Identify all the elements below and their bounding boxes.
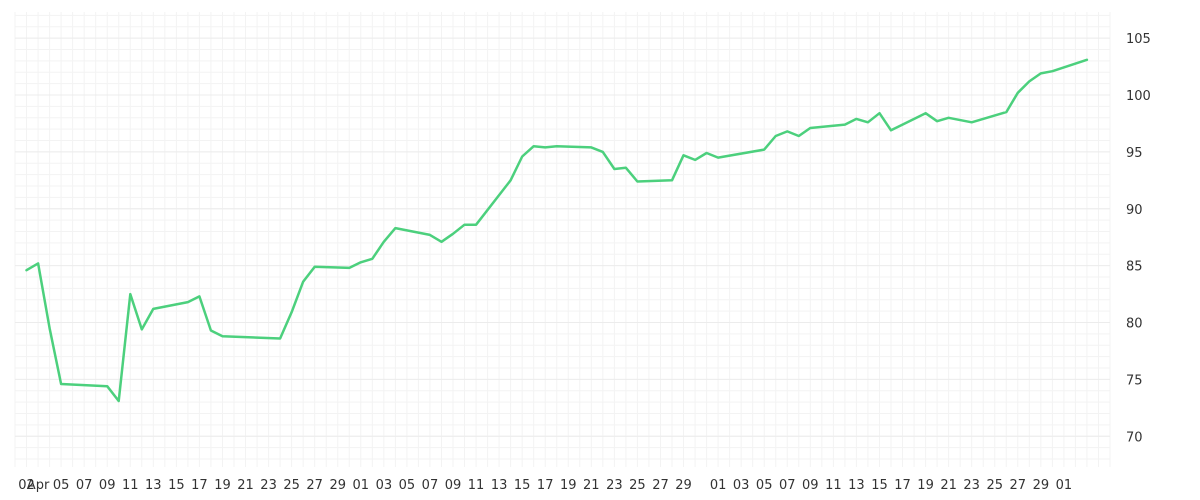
x-tick-label: 11 <box>825 478 842 493</box>
x-tick-label: 29 <box>1033 478 1050 493</box>
x-tick-label: 21 <box>583 478 600 493</box>
x-tick-label: 17 <box>894 478 911 493</box>
x-tick-label: 05 <box>53 478 70 493</box>
y-tick-label: 80 <box>1126 317 1143 332</box>
y-tick-label: 95 <box>1126 146 1143 161</box>
x-tick-label: 21 <box>237 478 254 493</box>
x-tick-label: 01 <box>353 478 370 493</box>
x-tick-label: 13 <box>491 478 508 493</box>
x-tick-label: 15 <box>871 478 888 493</box>
x-tick-label: 11 <box>122 478 139 493</box>
y-tick-label: 70 <box>1126 430 1143 445</box>
x-tick-label: 07 <box>76 478 93 493</box>
x-tick-label: 09 <box>99 478 116 493</box>
x-tick-label: 27 <box>1010 478 1027 493</box>
x-tick-label: 23 <box>260 478 277 493</box>
x-tick-label: 05 <box>399 478 416 493</box>
y-tick-label: 100 <box>1126 89 1151 104</box>
x-tick-label: 25 <box>986 478 1003 493</box>
x-tick-label: 07 <box>422 478 439 493</box>
major-grid <box>15 37 1110 437</box>
x-tick-label: 23 <box>606 478 623 493</box>
x-tick-label: 15 <box>168 478 185 493</box>
y-tick-label: 90 <box>1126 203 1143 218</box>
x-tick-label: 29 <box>329 478 346 493</box>
minor-grid <box>14 12 1111 467</box>
x-tick-label: 17 <box>191 478 208 493</box>
x-tick-label: 25 <box>283 478 300 493</box>
x-tick-label: 21 <box>940 478 957 493</box>
series-layer <box>25 58 1089 403</box>
y-tick-label: 85 <box>1126 260 1143 275</box>
x-tick-label: 27 <box>652 478 669 493</box>
x-tick-label: 27 <box>306 478 323 493</box>
x-tick-label: 09 <box>445 478 462 493</box>
y-axis: 70 75 80 85 90 95 100 105 <box>1126 32 1151 445</box>
x-tick-label: 11 <box>468 478 485 493</box>
x-tick-label: 25 <box>629 478 646 493</box>
series-line <box>25 58 1089 403</box>
x-tick-label: 13 <box>145 478 162 493</box>
x-tick-label: 01 <box>710 478 727 493</box>
y-tick-label: 105 <box>1126 32 1151 47</box>
x-tick-label: 29 <box>675 478 692 493</box>
x-tick-label: 19 <box>214 478 231 493</box>
x-tick-label: 01 <box>1056 478 1073 493</box>
x-tick-label: 02 <box>18 478 35 493</box>
x-tick-label: 17 <box>537 478 554 493</box>
x-tick-label: 19 <box>917 478 934 493</box>
x-tick-label: 13 <box>848 478 865 493</box>
x-tick-label: 03 <box>376 478 393 493</box>
x-tick-label: 23 <box>963 478 980 493</box>
y-tick-label: 75 <box>1126 373 1143 388</box>
x-tick-label: 05 <box>756 478 773 493</box>
x-tick-label: Apr <box>27 478 50 493</box>
x-tick-label: 07 <box>779 478 796 493</box>
x-tick-label: 09 <box>802 478 819 493</box>
x-tick-label: 15 <box>514 478 531 493</box>
x-tick-label: 03 <box>733 478 750 493</box>
x-tick-label: 19 <box>560 478 577 493</box>
